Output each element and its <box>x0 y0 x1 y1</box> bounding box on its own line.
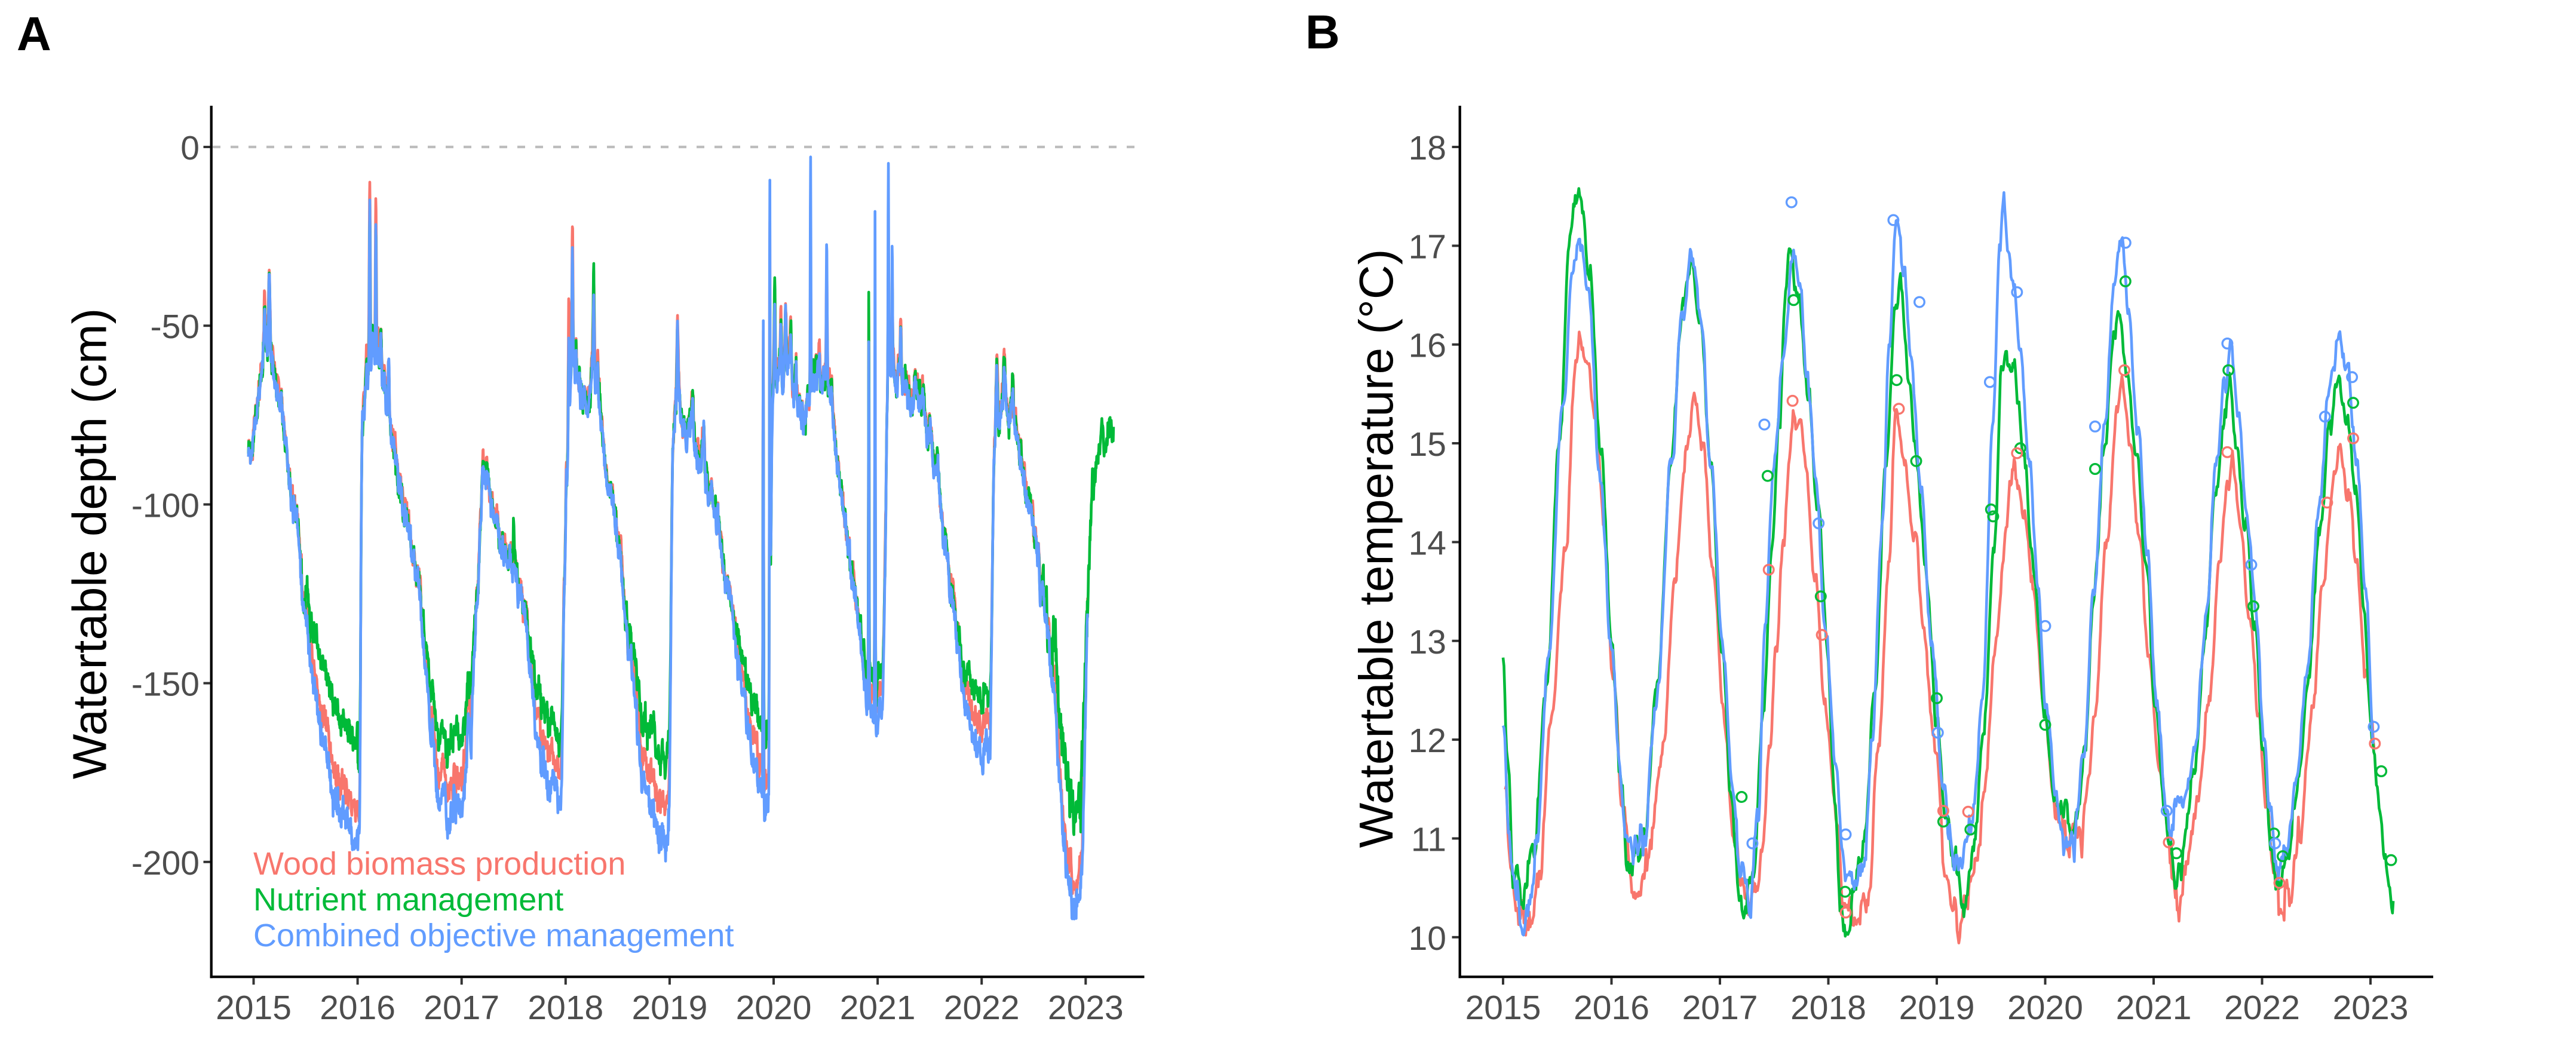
svg-text:2017: 2017 <box>1682 989 1758 1027</box>
svg-text:2018: 2018 <box>528 989 603 1027</box>
svg-text:B: B <box>1305 5 1340 59</box>
svg-text:2021: 2021 <box>2116 989 2192 1027</box>
svg-text:0: 0 <box>180 129 200 167</box>
svg-text:2019: 2019 <box>631 989 707 1027</box>
svg-text:2017: 2017 <box>424 989 499 1027</box>
svg-text:2021: 2021 <box>840 989 916 1027</box>
svg-text:2022: 2022 <box>2224 989 2300 1027</box>
svg-text:Nutrient management: Nutrient management <box>253 882 563 918</box>
svg-text:2019: 2019 <box>1899 989 1975 1027</box>
svg-text:2020: 2020 <box>2007 989 2083 1027</box>
svg-text:2016: 2016 <box>1574 989 1649 1027</box>
svg-text:2018: 2018 <box>1790 989 1866 1027</box>
svg-text:12: 12 <box>1409 722 1446 760</box>
svg-text:Wood biomass production: Wood biomass production <box>253 846 625 882</box>
svg-text:-150: -150 <box>131 666 200 704</box>
svg-text:Combined objective management: Combined objective management <box>253 918 734 953</box>
svg-text:18: 18 <box>1409 129 1446 167</box>
svg-text:16: 16 <box>1409 327 1446 365</box>
svg-text:2020: 2020 <box>736 989 812 1027</box>
svg-text:A: A <box>17 7 51 60</box>
svg-text:2016: 2016 <box>320 989 395 1027</box>
svg-text:14: 14 <box>1409 524 1446 562</box>
svg-text:15: 15 <box>1409 425 1446 464</box>
svg-text:Watertable depth (cm): Watertable depth (cm) <box>63 308 116 779</box>
svg-text:10: 10 <box>1409 919 1446 958</box>
svg-text:-200: -200 <box>131 844 200 882</box>
svg-text:2022: 2022 <box>944 989 1020 1027</box>
svg-text:2023: 2023 <box>1048 989 1124 1027</box>
svg-text:2023: 2023 <box>2333 989 2409 1027</box>
svg-text:2015: 2015 <box>216 989 292 1027</box>
svg-text:2015: 2015 <box>1465 989 1541 1027</box>
svg-text:-100: -100 <box>131 486 200 525</box>
svg-text:17: 17 <box>1409 228 1446 266</box>
svg-text:13: 13 <box>1409 623 1446 661</box>
svg-text:-50: -50 <box>151 308 200 346</box>
svg-text:11: 11 <box>1411 821 1446 859</box>
svg-text:Watertable temperature (°C): Watertable temperature (°C) <box>1350 249 1403 848</box>
